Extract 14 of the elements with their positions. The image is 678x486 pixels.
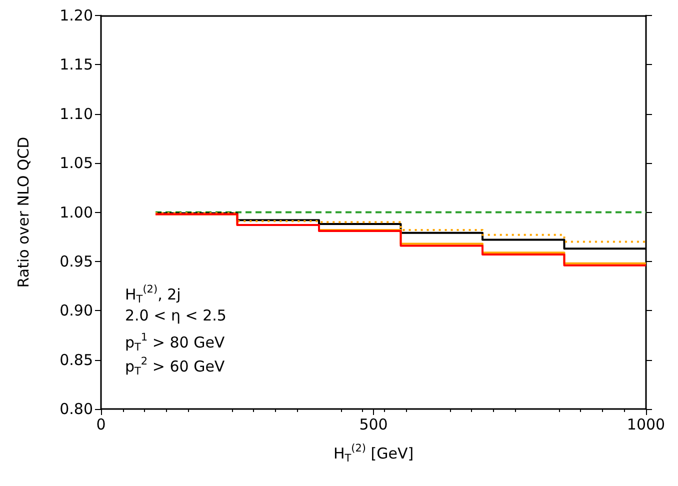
- y-tick-label: 0.90: [60, 302, 93, 320]
- y-tick-label: 1.00: [60, 203, 93, 222]
- y-axis-title: Ratio over NLO QCD: [14, 136, 32, 288]
- y-tick-label: 0.95: [60, 252, 93, 270]
- y-tick-label: 1.10: [60, 104, 93, 123]
- x-tick-label: 1000: [626, 416, 666, 434]
- x-tick-label: 500: [359, 416, 388, 434]
- y-tick-label: 0.80: [60, 400, 93, 418]
- x-tick-label: 0: [96, 416, 106, 434]
- y-tick-label: 0.85: [60, 350, 93, 369]
- y-tick-label: 1.20: [60, 6, 93, 24]
- y-tick-label: 1.05: [60, 154, 93, 172]
- annotation: 2.0 < η < 2.5: [125, 306, 226, 324]
- y-tick-label: 1.15: [60, 56, 93, 74]
